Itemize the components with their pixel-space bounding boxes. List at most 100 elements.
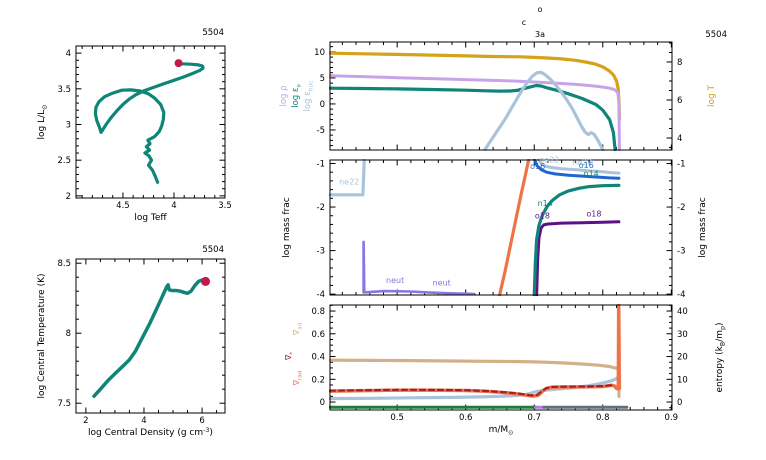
series-layer [93,61,205,184]
current-model-marker [174,59,183,68]
y-tick-label: 4 [66,49,71,59]
panel-frame [329,304,673,411]
ylabel-grad-rad: ∇rad [292,370,303,386]
y-tick-label: -3 [317,247,325,257]
x-tick-label: 0.9 [665,413,679,423]
y2-tick-label: -2 [677,203,685,213]
y-tick-label: 5 [320,74,325,84]
y-tick-label: 8 [66,329,71,339]
series-layer [329,51,622,151]
y-tick-label: 0 [320,100,325,110]
curve-label-n14: n14 [584,170,599,179]
curve-label-neut: neut [433,278,451,287]
curve-label-ne22: ne22 [539,156,559,165]
burn-label-c: c [522,18,526,27]
y-tick-label: -4 [317,290,325,300]
series-grad-star [329,384,615,397]
y2-tick-label: 10 [677,375,688,385]
ylabel-log-eps-nu: log εν [291,84,302,108]
ylabel-grad-star: ∇* [284,352,295,361]
y-tick-label: 0 [320,398,325,408]
x-tick-label: 4 [171,201,176,211]
series-layer [329,304,629,409]
y2-tick-label: 20 [677,353,688,363]
panel-central-t-rho: 2 4 6 7.5 8 8.5 log Central Density (g cm-3) lo… [37,258,226,438]
y2-axis-title: log T [707,84,717,107]
y-tick-label: 0.8 [311,307,325,317]
y2-tick-label: 4 [677,134,682,144]
curve-label-o18: o18 [535,211,550,220]
x-axis-title: log Teff [134,213,167,223]
y2-tick-label: 30 [677,330,688,340]
ylabel-log-rho: log ρ [279,85,289,106]
y2-tick-label: 0 [677,398,682,408]
series-o18 [535,220,621,296]
y-tick-label: 3 [66,120,71,130]
y-axis-title: log Central Temperature (K) [37,273,47,398]
y2-tick-label: 40 [677,307,688,317]
x-tick-label: 0.8 [596,413,610,423]
y2-tick-label: -3 [677,247,685,257]
series-o16 [532,159,621,180]
series-layer [92,278,207,398]
panel-frame [75,45,226,199]
panel-frame [329,41,673,151]
ticks [330,160,672,295]
series-hr-track [93,61,205,184]
y-tick-label: 8.5 [57,259,71,269]
series-grad-rad [329,304,622,398]
curve-label-n14: n14 [538,199,553,208]
series-log-T [329,51,622,121]
panel-hr-diagram: 4.5 4 3.5 2 2.5 3 3.5 4 log Teff log L/L⊙ [37,45,232,223]
y-tick-label: -2 [317,203,325,213]
burn-label-3a: 3a [535,30,545,39]
y-tick-label: 7.5 [57,399,71,409]
curve-label-ne22: ne22 [339,177,359,186]
x-axis-title: m/M⊙ [489,425,514,436]
y-tick-label: 2.5 [57,156,71,166]
x-tick-label: 4 [141,416,146,426]
panel-frame [329,159,673,296]
model-number-profiles: 5504 [705,30,727,40]
series-ne22-core [329,159,366,197]
y-tick-label: -5 [317,126,325,136]
series-n14 [532,183,621,296]
panel-profile-gradients-entropy: 0.5 0.6 0.7 0.8 0.9 0 0.2 0.4 0.6 0.8 0 10 20 30 40 m/M… [284,304,726,436]
y-tick-label: 0.6 [311,330,325,340]
series-entropy [329,374,621,401]
model-number-hr: 5504 [202,28,224,38]
series-h1 [497,159,531,296]
y2-axis-title: log mass frac [698,197,708,257]
x-tick-label: 0.5 [390,413,404,423]
y-tick-label: -1 [317,159,325,169]
panel-profile-abundances: -1 -2 -3 -4 -1 -2 -3 -4 log mass frac log mass fr… [282,156,708,301]
x-tick-label: 2 [83,416,88,426]
y-axis-title: log mass frac [282,197,292,257]
x-tick-label: 4.5 [116,201,130,211]
ylabel-log-eps-nuc: log εnuc [303,80,314,111]
y-tick-label: 2 [66,192,71,202]
y2-axis-title: entropy (kB/mp) [715,322,726,392]
y-tick-label: 0.2 [311,375,325,385]
series-layer [329,159,621,296]
curve-label-neut: neut [386,276,404,285]
curve-label-o16: o16 [530,162,545,171]
y-tick-label: 3.5 [57,85,71,95]
model-number-trho: 5504 [202,245,224,255]
y2-tick-label: 8 [677,58,682,68]
y-tick-label: 10 [314,48,325,58]
series-trho-track [92,278,207,398]
burn-label-o: o [538,5,543,14]
series-neut [362,240,476,296]
x-tick-label: 0.6 [459,413,473,423]
panel-frame [75,258,226,414]
series-ne22-envelope [536,159,621,175]
y2-tick-label: -1 [677,159,685,169]
x-tick-label: 3.5 [218,201,232,211]
ylabel-grad-ad: ∇ad [292,322,303,336]
y-tick-label: 0.4 [311,353,325,363]
x-axis-title: log Central Density (g cm-3) [88,427,213,438]
